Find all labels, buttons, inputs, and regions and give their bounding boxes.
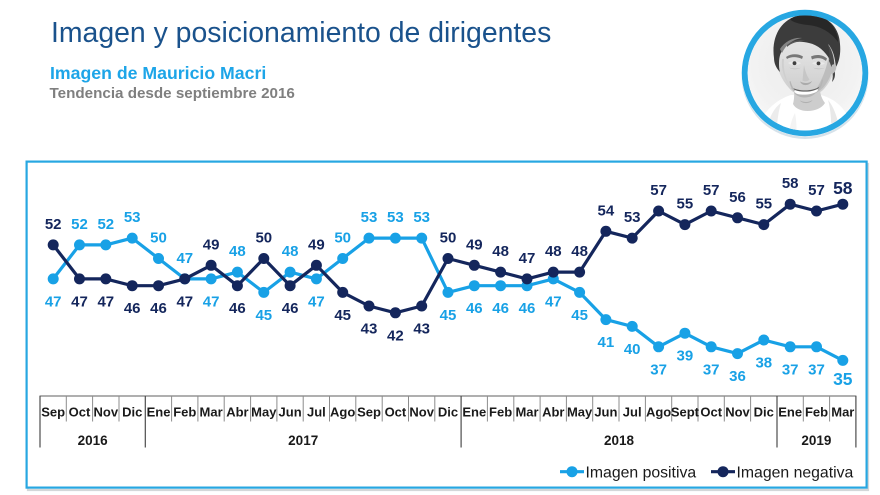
svg-text:45: 45 — [334, 307, 351, 324]
svg-text:Dic: Dic — [122, 405, 142, 420]
svg-text:Oct: Oct — [385, 405, 407, 420]
svg-text:Dic: Dic — [754, 405, 774, 420]
svg-text:46: 46 — [124, 300, 141, 317]
svg-text:46: 46 — [519, 300, 536, 317]
svg-text:Mar: Mar — [515, 405, 538, 420]
svg-text:47: 47 — [97, 293, 114, 310]
svg-text:46: 46 — [150, 300, 167, 317]
svg-text:Feb: Feb — [173, 405, 196, 420]
svg-text:53: 53 — [413, 209, 430, 226]
svg-text:2018: 2018 — [604, 433, 635, 448]
svg-text:Feb: Feb — [805, 405, 828, 420]
svg-text:53: 53 — [624, 209, 641, 226]
svg-text:May: May — [567, 405, 593, 420]
svg-text:48: 48 — [545, 243, 562, 260]
svg-text:53: 53 — [124, 209, 141, 226]
svg-text:Ene: Ene — [778, 405, 802, 420]
svg-text:Nov: Nov — [725, 405, 750, 420]
svg-text:39: 39 — [677, 348, 694, 365]
svg-text:45: 45 — [571, 307, 588, 324]
svg-text:Ago: Ago — [646, 405, 671, 420]
svg-text:Imagen positiva: Imagen positiva — [586, 464, 697, 481]
svg-text:47: 47 — [71, 293, 88, 310]
svg-text:46: 46 — [466, 300, 483, 317]
svg-text:52: 52 — [97, 216, 114, 233]
svg-text:Ago: Ago — [330, 405, 355, 420]
svg-text:Ene: Ene — [147, 405, 171, 420]
svg-text:37: 37 — [808, 361, 825, 378]
svg-text:56: 56 — [729, 189, 746, 206]
svg-text:Abr: Abr — [226, 405, 248, 420]
svg-text:52: 52 — [71, 216, 88, 233]
svg-text:45: 45 — [440, 307, 457, 324]
svg-text:47: 47 — [45, 293, 62, 310]
svg-text:57: 57 — [808, 182, 825, 199]
svg-text:50: 50 — [334, 230, 351, 247]
svg-text:2019: 2019 — [801, 433, 831, 448]
svg-text:50: 50 — [440, 230, 457, 247]
svg-text:37: 37 — [650, 361, 667, 378]
svg-text:49: 49 — [308, 236, 325, 253]
svg-text:53: 53 — [387, 209, 404, 226]
svg-text:58: 58 — [782, 175, 799, 192]
svg-text:Abr: Abr — [542, 405, 564, 420]
svg-text:Jul: Jul — [307, 405, 326, 420]
svg-text:Imagen negativa: Imagen negativa — [737, 464, 854, 481]
svg-text:48: 48 — [571, 243, 588, 260]
svg-text:Mar: Mar — [831, 405, 854, 420]
svg-text:43: 43 — [361, 321, 378, 338]
svg-text:37: 37 — [782, 361, 799, 378]
svg-text:Nov: Nov — [94, 405, 119, 420]
svg-text:May: May — [251, 405, 277, 420]
svg-text:40: 40 — [624, 341, 641, 358]
svg-text:41: 41 — [598, 334, 615, 351]
svg-text:58: 58 — [833, 178, 853, 198]
svg-text:Jun: Jun — [594, 405, 617, 420]
svg-text:47: 47 — [308, 293, 325, 310]
svg-text:35: 35 — [833, 369, 853, 389]
svg-text:57: 57 — [703, 182, 720, 199]
svg-text:Dic: Dic — [438, 405, 458, 420]
svg-text:52: 52 — [45, 216, 62, 233]
svg-text:54: 54 — [598, 202, 615, 219]
svg-text:37: 37 — [703, 361, 720, 378]
svg-text:2016: 2016 — [78, 433, 109, 448]
svg-text:Oct: Oct — [69, 405, 91, 420]
svg-text:2017: 2017 — [288, 433, 318, 448]
svg-text:47: 47 — [203, 293, 220, 310]
svg-text:Jul: Jul — [623, 405, 642, 420]
svg-text:50: 50 — [255, 230, 272, 247]
svg-text:53: 53 — [361, 209, 378, 226]
svg-text:Sep: Sep — [41, 405, 65, 420]
svg-text:47: 47 — [176, 250, 193, 267]
svg-text:Nov: Nov — [409, 405, 434, 420]
svg-text:Mar: Mar — [200, 405, 223, 420]
svg-text:36: 36 — [729, 368, 746, 385]
svg-text:47: 47 — [176, 293, 193, 310]
svg-text:47: 47 — [519, 250, 536, 267]
svg-text:43: 43 — [413, 321, 430, 338]
svg-text:57: 57 — [650, 182, 667, 199]
svg-text:47: 47 — [545, 293, 562, 310]
svg-text:38: 38 — [755, 355, 772, 372]
svg-text:46: 46 — [282, 300, 299, 317]
svg-text:Ene: Ene — [462, 405, 486, 420]
svg-text:Jun: Jun — [279, 405, 302, 420]
svg-text:45: 45 — [255, 307, 272, 324]
svg-text:49: 49 — [466, 236, 483, 253]
svg-text:48: 48 — [229, 243, 246, 260]
svg-text:46: 46 — [492, 300, 509, 317]
svg-text:46: 46 — [229, 300, 246, 317]
svg-text:49: 49 — [203, 236, 220, 253]
svg-text:50: 50 — [150, 230, 167, 247]
svg-text:42: 42 — [387, 327, 404, 344]
svg-text:55: 55 — [677, 196, 694, 213]
svg-text:Oct: Oct — [700, 405, 722, 420]
svg-text:55: 55 — [755, 196, 772, 213]
svg-text:Sep: Sep — [357, 405, 381, 420]
svg-text:Sept: Sept — [671, 405, 700, 420]
svg-text:48: 48 — [492, 243, 509, 260]
svg-text:Feb: Feb — [489, 405, 512, 420]
svg-text:48: 48 — [282, 243, 299, 260]
